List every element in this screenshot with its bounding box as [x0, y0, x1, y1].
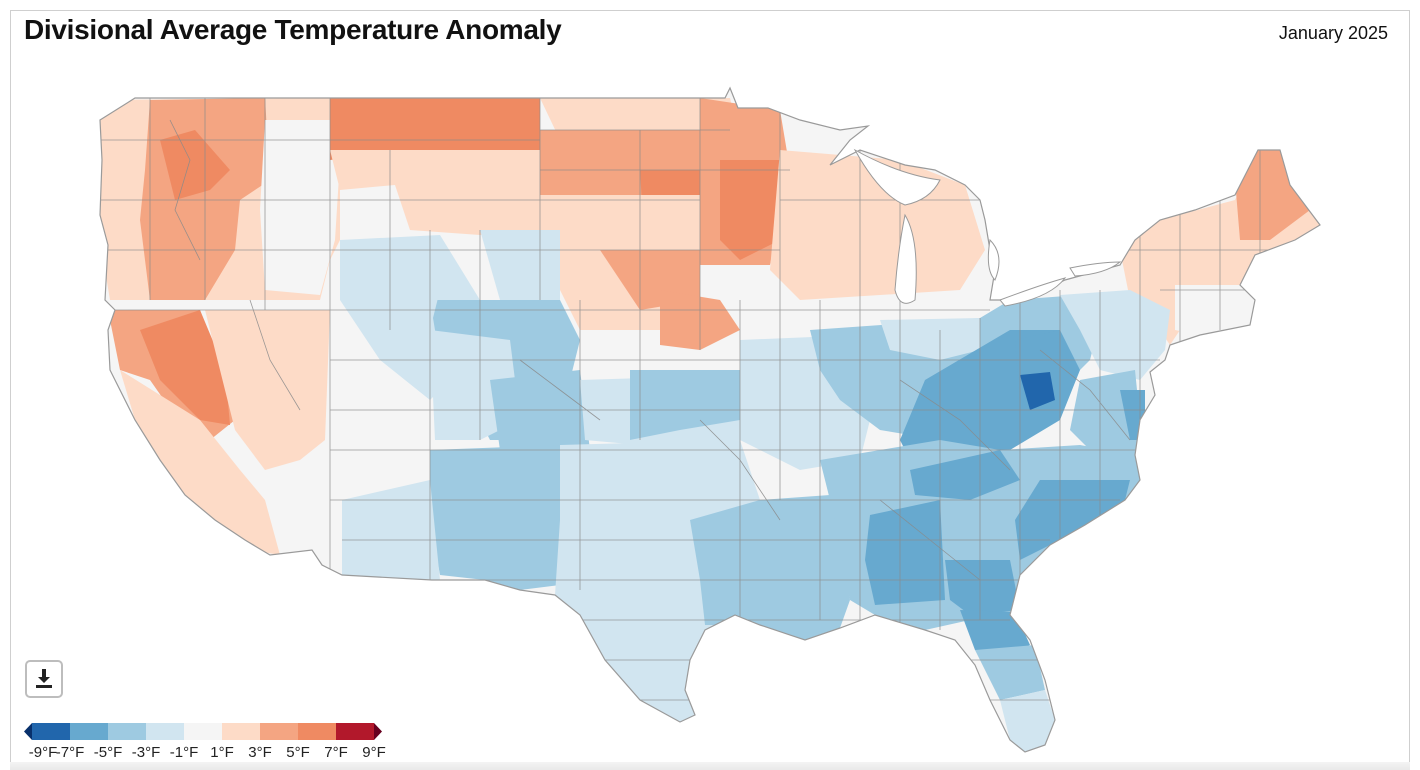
period-label: January 2025 [1278, 23, 1388, 43]
legend-swatch [336, 723, 374, 740]
download-button[interactable] [25, 660, 63, 698]
legend-tick-label: 1°F [210, 744, 234, 761]
legend-tick-label: -3°F [131, 744, 161, 761]
lake-superior [853, 148, 941, 206]
legend-tick-label: -9°F [28, 744, 58, 761]
legend-underflow-arrow [24, 723, 32, 740]
legend-swatch [146, 723, 184, 740]
legend-swatch [298, 723, 336, 740]
legend-tick-label: -5°F [93, 744, 123, 761]
bottom-shadow [10, 762, 1410, 770]
legend-tick-label: -7°F [55, 744, 85, 761]
legend-tick-label: -1°F [169, 744, 199, 761]
legend-tick-label: 9°F [362, 744, 386, 761]
legend-swatch [70, 723, 108, 740]
legend-swatch [260, 723, 298, 740]
legend-swatch [184, 723, 222, 740]
lake-huron [987, 238, 1000, 281]
legend-swatch [32, 723, 70, 740]
legend-tick-label: 3°F [248, 744, 272, 761]
lake-erie [999, 277, 1067, 307]
lake-ontario [1069, 261, 1122, 277]
color-legend [24, 723, 382, 740]
legend-tick-label: 7°F [324, 744, 348, 761]
legend-swatch [222, 723, 260, 740]
division-boundaries [100, 98, 1320, 701]
download-icon [36, 669, 52, 688]
legend-overflow-arrow [374, 723, 382, 740]
lake-michigan [894, 213, 917, 304]
legend-tick-label: 5°F [286, 744, 310, 761]
legend-swatch [108, 723, 146, 740]
map-title: Divisional Average Temperature Anomaly [24, 14, 562, 45]
